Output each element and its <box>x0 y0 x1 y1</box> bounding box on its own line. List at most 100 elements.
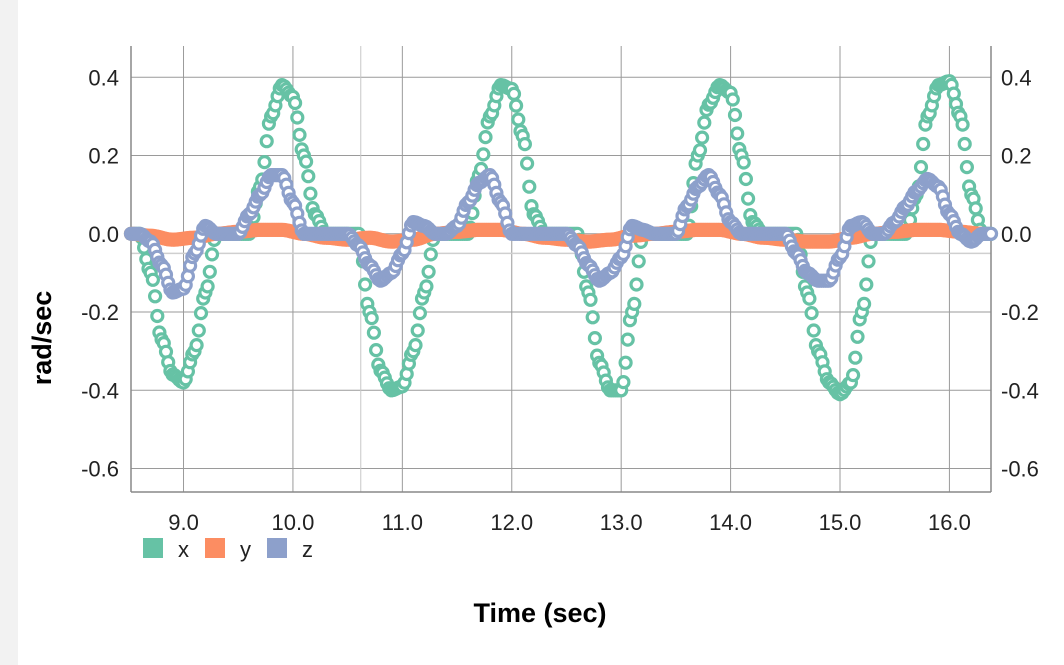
data-point-x <box>725 92 740 107</box>
data-point-x <box>727 107 743 123</box>
data-point-x <box>358 277 373 292</box>
legend-swatch-z <box>267 538 287 558</box>
data-point-x <box>200 279 215 294</box>
data-point-x <box>845 368 861 383</box>
data-point-x <box>288 95 303 111</box>
y-tick-label-right: 0.4 <box>1001 65 1032 90</box>
x-axis-title: Time (sec) <box>473 598 606 628</box>
chart: 0.4 0.4 0.2 0.2 0.0 0.0 -0.2 -0.2 -0.4 -0.4 -0.6 -0… <box>27 46 1039 628</box>
legend-label-x: x <box>178 537 189 562</box>
data-point-x <box>303 186 318 201</box>
y-tick-label-left: 0.0 <box>88 222 119 247</box>
grid <box>131 46 991 492</box>
data-series <box>123 74 999 402</box>
y-axis-title: rad/sec <box>27 291 57 386</box>
data-point-z <box>983 226 999 241</box>
data-point-x <box>509 98 524 113</box>
data-point-x <box>620 332 635 347</box>
data-point-x <box>618 355 633 370</box>
data-point-x <box>627 296 642 311</box>
legend: x y z <box>143 537 313 562</box>
data-point-x <box>191 323 206 338</box>
data-point-x <box>616 375 631 390</box>
y-tick-label-right: 0.2 <box>1001 144 1032 169</box>
data-point-x <box>955 117 970 132</box>
data-point-x <box>290 110 305 125</box>
data-point-x <box>292 127 307 142</box>
x-tick-label: 16.0 <box>928 510 971 535</box>
data-point-x <box>366 325 381 340</box>
data-point-x <box>412 306 427 321</box>
data-point-x <box>419 279 434 294</box>
data-point-x <box>150 308 165 324</box>
data-point-x <box>694 130 710 145</box>
axes <box>130 46 992 493</box>
data-point-x <box>408 338 423 353</box>
data-point-x <box>968 201 983 216</box>
series-z <box>123 168 999 300</box>
data-point-x <box>148 289 163 304</box>
data-point-x <box>730 126 745 141</box>
data-point-x <box>476 147 491 162</box>
data-point-x <box>517 137 532 152</box>
x-tick-label: 13.0 <box>600 510 643 535</box>
legend-label-z: z <box>302 537 313 562</box>
chart-card: 0.4 0.4 0.2 0.2 0.0 0.0 -0.2 -0.2 -0.4 -0.4 -0.6 -0… <box>18 0 1064 665</box>
data-point-x <box>861 254 876 269</box>
data-point-x <box>959 160 975 175</box>
data-point-x <box>802 291 817 306</box>
y-tick-label-left: 0.2 <box>88 144 119 169</box>
data-point-x <box>520 156 535 171</box>
data-point-x <box>629 277 644 292</box>
data-point-x <box>631 254 646 269</box>
legend-swatch-y <box>205 538 225 558</box>
legend-swatch-x <box>143 538 163 558</box>
tick-labels: 0.4 0.4 0.2 0.2 0.0 0.0 -0.2 -0.2 -0.4 -0.4 -0.6 -0… <box>81 65 1039 535</box>
legend-label-y: y <box>240 537 251 562</box>
data-point-x <box>301 169 316 184</box>
data-point-x <box>913 160 929 175</box>
data-point-x <box>856 296 872 311</box>
y-tick-label-left: -0.2 <box>81 300 119 325</box>
data-point-x <box>740 191 756 206</box>
data-point-x <box>145 272 160 287</box>
data-point-x <box>423 247 438 262</box>
data-point-x <box>522 179 537 194</box>
x-tick-label: 12.0 <box>490 510 533 535</box>
data-point-x <box>202 264 217 279</box>
y-tick-label-left: -0.6 <box>81 457 119 482</box>
data-point-x <box>585 310 600 325</box>
x-tick-label: 10.0 <box>272 510 315 535</box>
data-point-x <box>369 343 384 358</box>
data-point-x <box>583 292 598 307</box>
y-tick-label-right: -0.2 <box>1001 300 1039 325</box>
data-point-x <box>189 338 204 353</box>
data-point-x <box>738 171 754 187</box>
data-point-x <box>736 155 751 170</box>
data-point-x <box>916 136 931 152</box>
data-point-x <box>848 350 863 365</box>
data-point-x <box>804 306 819 321</box>
x-tick-label: 9.0 <box>168 510 199 535</box>
data-point-x <box>257 155 272 170</box>
data-point-x <box>364 311 379 326</box>
data-point-x <box>410 323 425 338</box>
data-point-x <box>806 323 821 338</box>
y-tick-label-left: 0.4 <box>88 65 119 90</box>
x-tick-label: 11.0 <box>382 510 423 535</box>
data-point-x <box>193 306 209 321</box>
data-point-x <box>421 264 436 279</box>
data-point-x <box>506 86 522 102</box>
y-tick-label-right: -0.4 <box>1001 378 1039 403</box>
x-tick-label: 14.0 <box>709 510 752 535</box>
data-point-x <box>850 329 865 344</box>
y-tick-label-left: -0.4 <box>81 378 119 403</box>
data-point-x <box>204 247 220 262</box>
data-point-x <box>299 154 314 169</box>
data-point-x <box>859 277 874 292</box>
data-point-x <box>697 115 712 130</box>
x-tick-label: 15.0 <box>819 510 862 535</box>
data-point-x <box>692 143 708 158</box>
data-point-x <box>957 136 972 152</box>
data-point-x <box>587 331 603 346</box>
